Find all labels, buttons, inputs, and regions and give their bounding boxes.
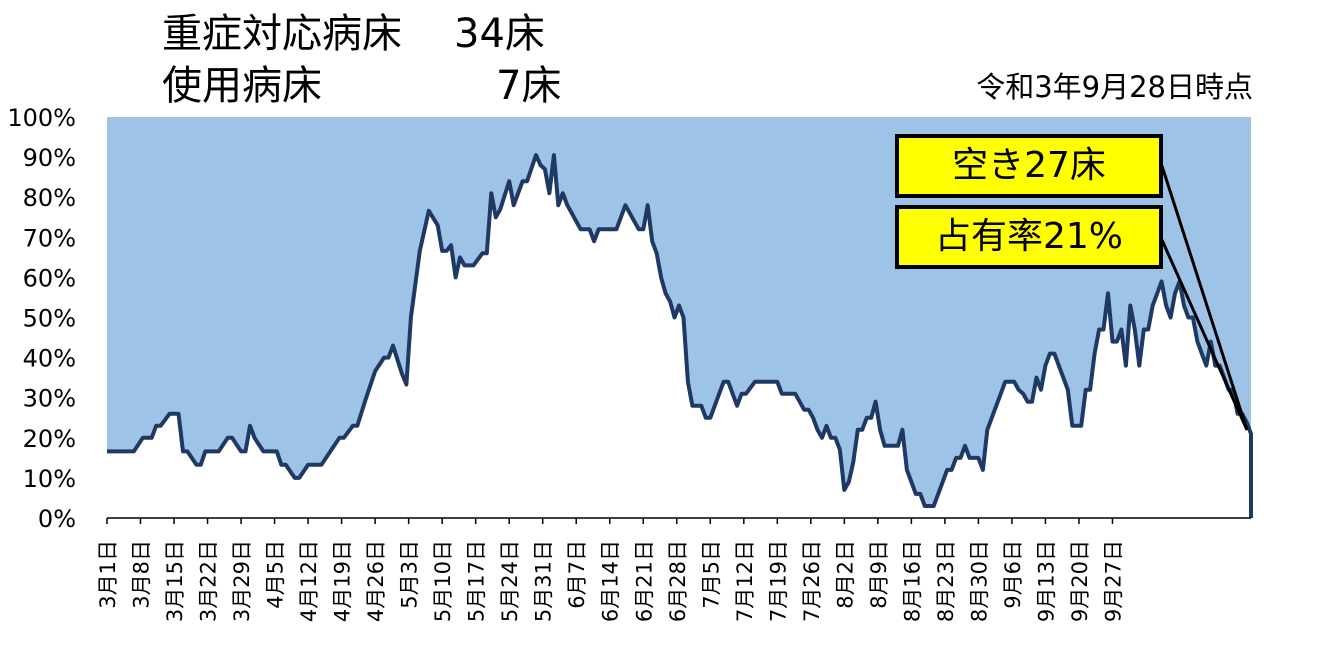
- x-tick-label: 3月29日: [230, 540, 254, 622]
- y-tick-label: 60%: [23, 264, 76, 292]
- x-tick-label: 3月22日: [197, 540, 221, 622]
- occupancy-line: [107, 153, 1253, 518]
- x-tick-label: 9月13日: [1034, 540, 1058, 622]
- vacant-beds-text: 空き27床: [952, 145, 1106, 186]
- y-tick-label: 40%: [23, 345, 76, 373]
- x-tick-label: 3月15日: [163, 540, 187, 622]
- y-tick-label: 70%: [23, 224, 76, 252]
- x-tick-label: 5月10日: [431, 540, 455, 622]
- x-tick-label: 4月19日: [331, 540, 355, 622]
- x-tick-label: 6月21日: [632, 540, 656, 622]
- occupancy-rate-callout: 占有率21%: [895, 205, 1163, 269]
- x-tick-label: 9月20日: [1068, 540, 1092, 622]
- x-tick-label: 8月23日: [934, 540, 958, 622]
- y-tick-label: 30%: [23, 385, 76, 413]
- leader-line-occupancy: [1160, 239, 1249, 431]
- x-tick-label: 9月6日: [1001, 540, 1025, 609]
- x-tick-label: 3月8日: [130, 540, 154, 609]
- header-value-severe-beds: 34床: [454, 11, 545, 57]
- x-tick-label: 6月14日: [599, 540, 623, 622]
- header-label-used-beds: 使用病床: [162, 63, 322, 109]
- header-value-used-beds: 7床: [496, 63, 562, 109]
- x-tick-label: 6月28日: [666, 540, 690, 622]
- x-tick-label: 7月19日: [766, 540, 790, 622]
- occupancy-rate-text: 占有率21%: [934, 216, 1124, 257]
- x-tick-label: 7月26日: [800, 540, 824, 622]
- x-tick-label: 4月12日: [297, 540, 321, 622]
- x-tick-label: 5月17日: [465, 540, 489, 622]
- x-tick-label: 4月26日: [364, 540, 388, 622]
- header-label-severe-beds: 重症対応病床: [162, 11, 402, 57]
- x-tick-label: 5月3日: [398, 540, 422, 609]
- x-tick-label: 7月5日: [699, 540, 723, 609]
- x-tick-label: 5月31日: [532, 540, 556, 622]
- x-tick-label: 7月12日: [733, 540, 757, 622]
- x-tick-label: 8月16日: [900, 540, 924, 622]
- leader-line-vacant: [1160, 165, 1249, 431]
- y-tick-label: 20%: [23, 425, 76, 453]
- occupancy-area: [107, 155, 1251, 518]
- x-tick-label: 9月27日: [1101, 540, 1125, 622]
- y-tick-label: 100%: [7, 104, 76, 132]
- y-tick-label: 10%: [23, 465, 76, 493]
- x-tick-label: 8月9日: [867, 540, 891, 609]
- y-tick-label: 50%: [23, 305, 76, 333]
- x-tick-label: 8月30日: [967, 540, 991, 622]
- x-tick-label: 4月5日: [264, 540, 288, 609]
- x-tick-label: 3月1日: [96, 540, 120, 609]
- y-tick-label: 0%: [38, 505, 76, 533]
- x-tick-label: 8月2日: [833, 540, 857, 609]
- y-tick-label: 90%: [23, 144, 76, 172]
- vacant-beds-callout: 空き27床: [895, 134, 1163, 198]
- x-tick-label: 6月7日: [565, 540, 589, 609]
- x-tick-label: 5月24日: [498, 540, 522, 622]
- as-of-date: 令和3年9月28日時点: [976, 70, 1253, 104]
- y-tick-label: 80%: [23, 184, 76, 212]
